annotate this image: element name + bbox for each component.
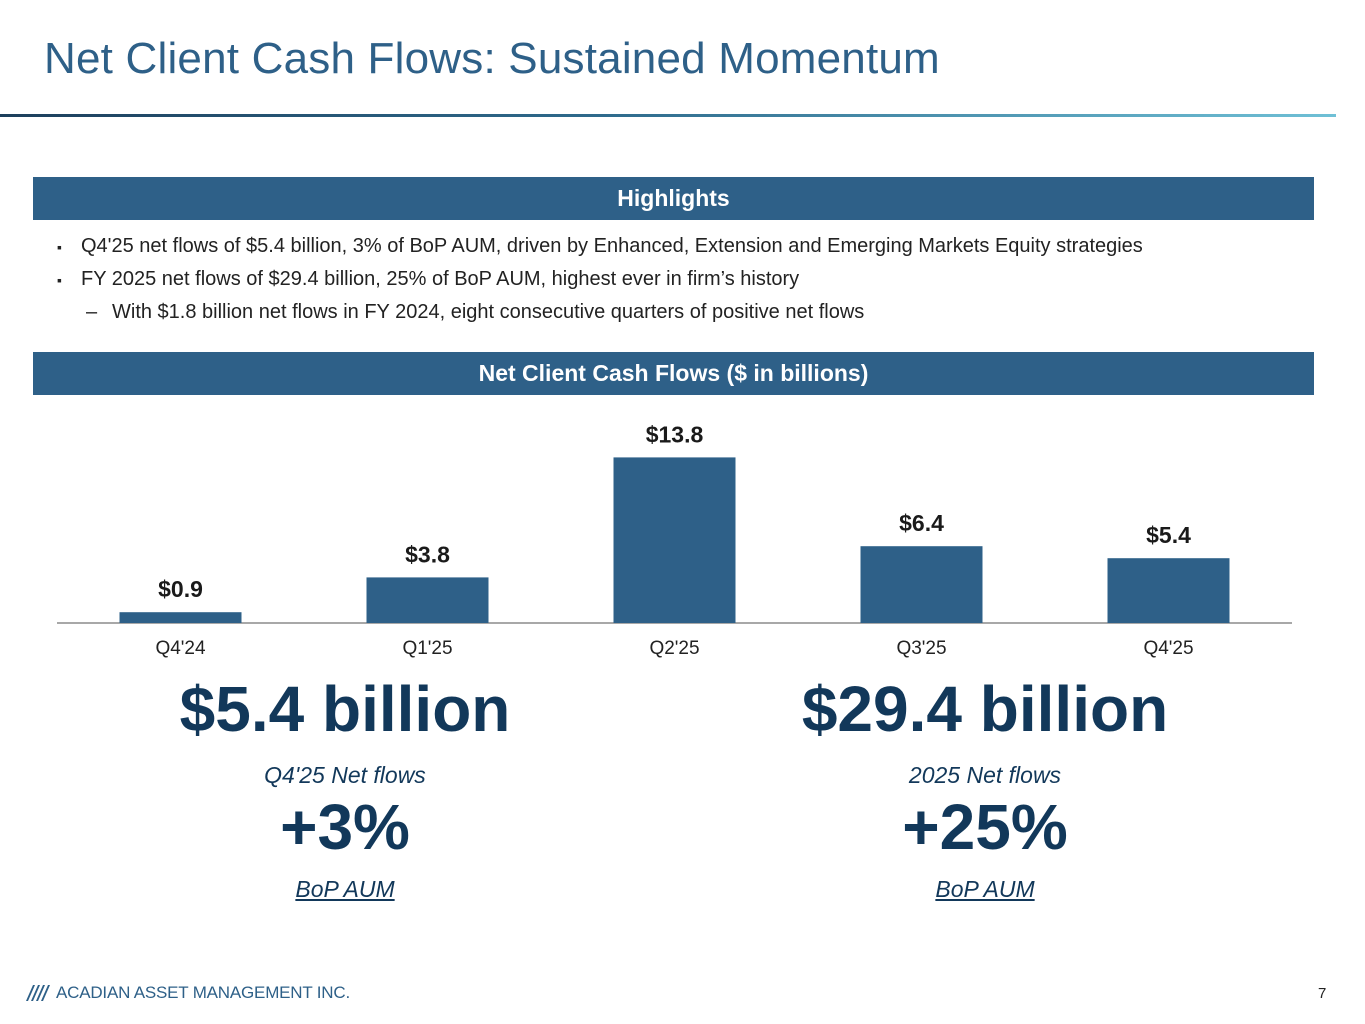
bullet-text: FY 2025 net flows of $29.4 billion, 25% … [81,268,800,290]
title-divider [0,114,1336,117]
quarterly-flows-value: $5.4 billion [179,673,511,745]
quarterly-flows-note: BoP AUM [295,876,395,902]
bullet-marker: ▪ [57,271,62,288]
sub-bullet-text: With $1.8 billion net flows in FY 2024, … [112,301,865,323]
bullet-item: ▪ Q4'25 net flows of $5.4 billion, 3% of… [57,235,1143,258]
x-tick-label: Q1'25 [402,638,452,659]
company-logo: ACADIAN ASSET MANAGEMENT INC. [26,983,350,1003]
x-tick-label: Q4'25 [1143,638,1193,659]
quarterly-flows-caption: Q4'25 Net flows [264,762,426,788]
chart-header-label: Net Client Cash Flows ($ in billions) [478,360,869,386]
x-tick-label: Q3'25 [896,638,946,659]
bar [119,612,242,623]
page-number: 7 [1318,985,1327,1002]
data-label: $6.4 [899,510,944,536]
net-flows-bar-chart: $0.9 Q4'24 $3.8 Q1'25 $13.8 Q2'25 $6.4 Q3'25 $5.… [57,421,1292,659]
annual-flows-pct: +25% [902,791,1068,863]
highlights-header: Highlights [33,177,1314,220]
quarterly-flows-pct: +3% [280,791,410,863]
bar [1107,558,1230,623]
annual-flows-note: BoP AUM [935,876,1035,902]
bullet-marker: ▪ [57,238,62,255]
logo-stripes-icon [26,985,50,1001]
bar [366,577,489,623]
dash-marker: – [86,301,98,323]
annual-flows-value: $29.4 billion [801,673,1169,745]
company-name: ACADIAN ASSET MANAGEMENT INC. [56,983,350,1002]
bar [860,546,983,623]
sub-bullet-item: – With $1.8 billion net flows in FY 2024… [86,301,864,324]
page-title: Net Client Cash Flows: Sustained Momentu… [44,34,940,83]
highlights-header-label: Highlights [617,185,730,211]
bullet-item: ▪ FY 2025 net flows of $29.4 billion, 25… [57,268,799,291]
annual-flows-caption: 2025 Net flows [908,762,1062,788]
bar [613,457,736,623]
data-label: $13.8 [646,421,704,447]
chart-header: Net Client Cash Flows ($ in billions) [33,352,1314,395]
bullet-text: Q4'25 net flows of $5.4 billion, 3% of B… [81,235,1143,257]
data-label: $3.8 [405,541,450,567]
data-label: $0.9 [158,576,203,602]
x-tick-label: Q2'25 [649,638,699,659]
data-label: $5.4 [1146,522,1191,548]
x-tick-label: Q4'24 [155,638,206,659]
